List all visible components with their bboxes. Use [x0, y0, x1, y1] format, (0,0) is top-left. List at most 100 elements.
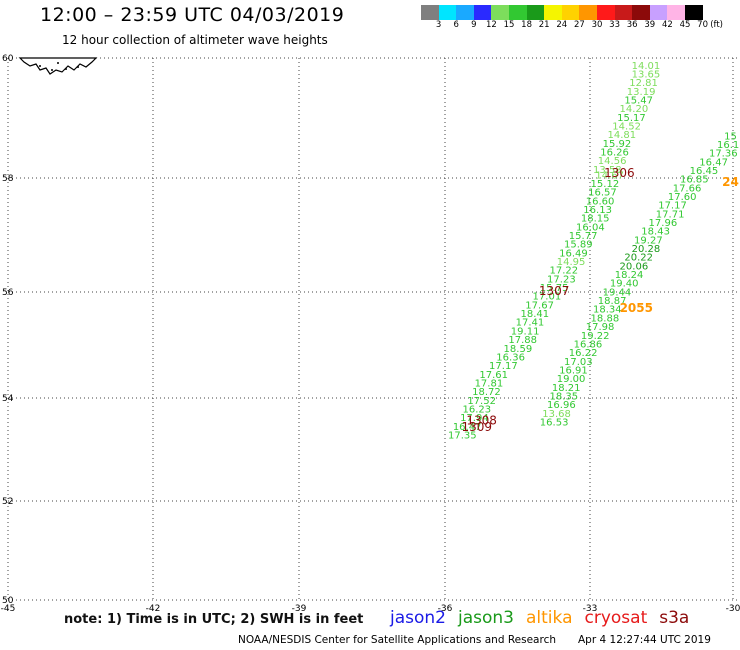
- wave-height-label: 17.17: [489, 361, 518, 372]
- latitude-tick-label: 56: [2, 288, 14, 298]
- wave-height-label: 13.65: [632, 70, 661, 81]
- wave-height-label: 19.44: [603, 287, 632, 298]
- wave-height-label: 14.95: [557, 257, 586, 268]
- wave-height-label: 19.27: [634, 235, 663, 246]
- wave-height-label: 14.81: [607, 130, 636, 141]
- color-scale-swatch: [684, 5, 703, 20]
- wave-height-label: 15.92: [603, 139, 632, 150]
- latitude-tick-label: 58: [2, 174, 14, 184]
- coastline-dot: [39, 65, 41, 67]
- color-scale-swatch: [473, 5, 492, 20]
- wave-height-label: 18.35: [549, 391, 578, 402]
- longitude-tick-label: -39: [292, 604, 307, 614]
- color-scale-label: 70: [697, 20, 709, 30]
- longitude-tick-label: -45: [1, 604, 16, 614]
- credit-text: NOAA/NESDIS Center for Satellite Applica…: [238, 634, 556, 646]
- color-scale-swatch: [544, 5, 562, 20]
- wave-height-label: 18.43: [641, 227, 670, 238]
- color-scale-label: 24: [556, 20, 568, 30]
- altika-label: 24: [722, 175, 739, 189]
- wave-height-label: 18.59: [504, 344, 533, 355]
- color-scale-swatch: [456, 5, 474, 20]
- coastline-dot: [51, 69, 53, 71]
- altika-label: 2055: [620, 301, 653, 315]
- wave-height-label: 18.72: [472, 387, 501, 398]
- wave-height-label: 16.49: [559, 248, 588, 259]
- wave-height-label: 16.26: [600, 148, 629, 159]
- satellite-legend: jason2 jason3 altika cryosat s3a: [390, 608, 701, 628]
- wave-height-label: 17.94: [460, 413, 489, 424]
- page-title: 12:00 – 23:59 UTC 04/03/2019: [40, 4, 345, 26]
- coastline-dot: [57, 62, 59, 64]
- color-scale-label: 27: [573, 20, 585, 30]
- wave-height-label: 13.58: [593, 165, 622, 176]
- color-scale-unit: (ft): [710, 20, 723, 30]
- color-scale-swatch: [421, 5, 439, 20]
- wave-height-label: 16.86: [574, 339, 603, 350]
- color-scale-swatch: [667, 5, 685, 20]
- color-scale-label: 33: [609, 20, 621, 30]
- wave-height-label: 17.36: [709, 149, 738, 160]
- wave-height-label: 14.01: [632, 61, 661, 72]
- wave-height-label: 17.88: [508, 335, 537, 346]
- color-scale-swatch: [561, 5, 580, 20]
- wave-height-label: 15.89: [564, 240, 593, 251]
- wave-height-label: 19.11: [511, 326, 540, 337]
- wave-height-label: 16.22: [569, 348, 598, 359]
- wave-height-label: 15.17: [617, 113, 646, 124]
- wave-height-label: 16.47: [699, 157, 728, 168]
- coastline-dot: [65, 68, 67, 70]
- wave-height-label: 17.23: [547, 274, 576, 285]
- legend-entry-cryosat: cryosat: [584, 608, 648, 628]
- wave-height-label: 19.00: [557, 374, 586, 385]
- wave-height-label: 20.22: [624, 253, 653, 264]
- color-scale-label: 3: [435, 20, 442, 30]
- color-scale-swatch: [632, 5, 650, 20]
- wave-height-label: 17.35: [448, 430, 477, 441]
- wave-height-label: 18.15: [581, 214, 610, 225]
- latitude-tick-label: 52: [2, 497, 13, 507]
- color-scale-label: 36: [626, 20, 638, 30]
- color-scale-swatch: [491, 5, 509, 20]
- wave-height-label: 18.87: [598, 296, 627, 307]
- color-scale-swatch: [438, 5, 457, 20]
- coastline: [18, 57, 98, 75]
- wave-height-label: 16.45: [690, 166, 719, 177]
- time-marker-label: 1308: [466, 413, 497, 427]
- wave-height-label: 16.47: [453, 422, 482, 433]
- wave-height-label: 18.41: [520, 309, 549, 320]
- wave-height-label: 17.52: [467, 396, 496, 407]
- wave-height-label: 17.41: [516, 318, 545, 329]
- wave-height-label: 17.22: [549, 266, 578, 277]
- wave-height-label: 18.21: [552, 383, 581, 394]
- latitude-tick-label: 54: [2, 394, 14, 404]
- wave-height-label: 14.67: [595, 170, 624, 181]
- legend-entry-jason3: jason3: [458, 608, 514, 628]
- page-subtitle: 12 hour collection of altimeter wave hei…: [62, 33, 328, 47]
- color-scale-label: 39: [644, 20, 656, 30]
- wave-height-label: 14.56: [598, 156, 627, 167]
- wave-height-label: 12.81: [629, 78, 658, 89]
- color-scale-swatch: [596, 5, 615, 20]
- legend-entry-jason2: jason2: [390, 608, 446, 628]
- wave-height-label: 17.67: [525, 300, 554, 311]
- wave-height-label: 15.75: [540, 283, 569, 294]
- color-scale-swatch: [649, 5, 668, 20]
- wave-height-label: 13.68: [542, 409, 571, 420]
- wave-height-label: 16.23: [462, 404, 491, 415]
- generated-timestamp: Apr 4 12:27:44 UTC 2019: [578, 634, 711, 646]
- wave-height-label: 17.01: [533, 292, 562, 303]
- color-scale-label: 6: [453, 20, 459, 30]
- latitude-tick-label: 50: [2, 596, 14, 606]
- color-scale-swatch: [526, 5, 545, 20]
- wave-height-label: 17.17: [658, 201, 687, 212]
- wave-height-label: 17.71: [656, 209, 685, 220]
- color-scale-label: 18: [521, 20, 533, 30]
- wave-height-label: 20.28: [632, 244, 661, 255]
- wave-height-label: 17.61: [479, 370, 508, 381]
- wave-height-label: 14.20: [620, 104, 649, 115]
- wave-height-label: 16.13: [583, 205, 612, 216]
- coastline-dot: [77, 66, 79, 68]
- wave-height-label: 14.52: [612, 122, 641, 133]
- color-scale-swatch: [614, 5, 633, 20]
